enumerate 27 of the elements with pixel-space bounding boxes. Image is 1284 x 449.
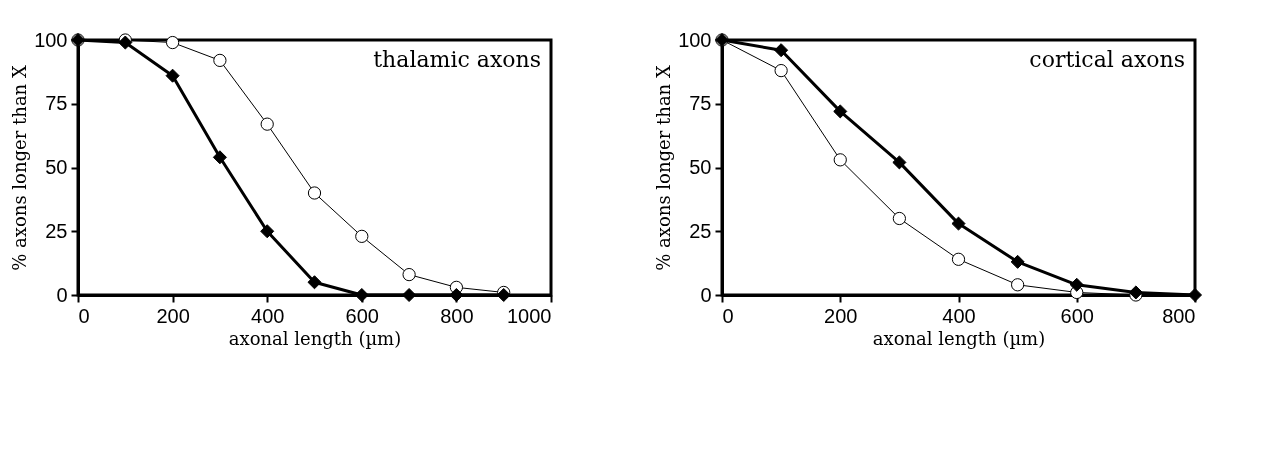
x-tick-label: 400	[942, 304, 976, 327]
x-tick-label: 0	[78, 304, 90, 327]
y-tick-label: 50	[689, 156, 712, 178]
x-tick-label: 600	[1060, 304, 1094, 327]
x-tick-label: 400	[251, 304, 285, 327]
x-tick-label: 600	[345, 304, 379, 327]
y-tick-label: 100	[678, 28, 712, 51]
y-tick-label: 25	[689, 219, 712, 242]
y-axis-title: % axons longer than X	[9, 65, 31, 271]
x-tick-label: 1000	[507, 304, 552, 327]
x-tick-label: 200	[156, 304, 190, 327]
annotation: cortical axons	[1029, 47, 1185, 72]
y-axis-title: % axons longer than X	[653, 65, 675, 271]
x-axis-title: axonal length (µm)	[872, 327, 1046, 349]
y-tick-label: 0	[700, 283, 712, 306]
y-tick-label: 100	[34, 28, 68, 51]
x-tick-label: 800	[440, 304, 474, 327]
y-tick-label: 50	[45, 156, 68, 178]
x-tick-label: 800	[1162, 304, 1196, 327]
y-tick-label: 75	[45, 92, 68, 115]
x-tick-label: 0	[722, 304, 734, 327]
y-tick-label: 25	[45, 219, 68, 242]
y-tick-label: 0	[56, 283, 68, 306]
y-tick-label: 75	[689, 92, 712, 115]
annotation: thalamic axons	[373, 47, 541, 72]
x-axis-title: axonal length (µm)	[228, 327, 402, 349]
x-tick-label: 200	[824, 304, 858, 327]
